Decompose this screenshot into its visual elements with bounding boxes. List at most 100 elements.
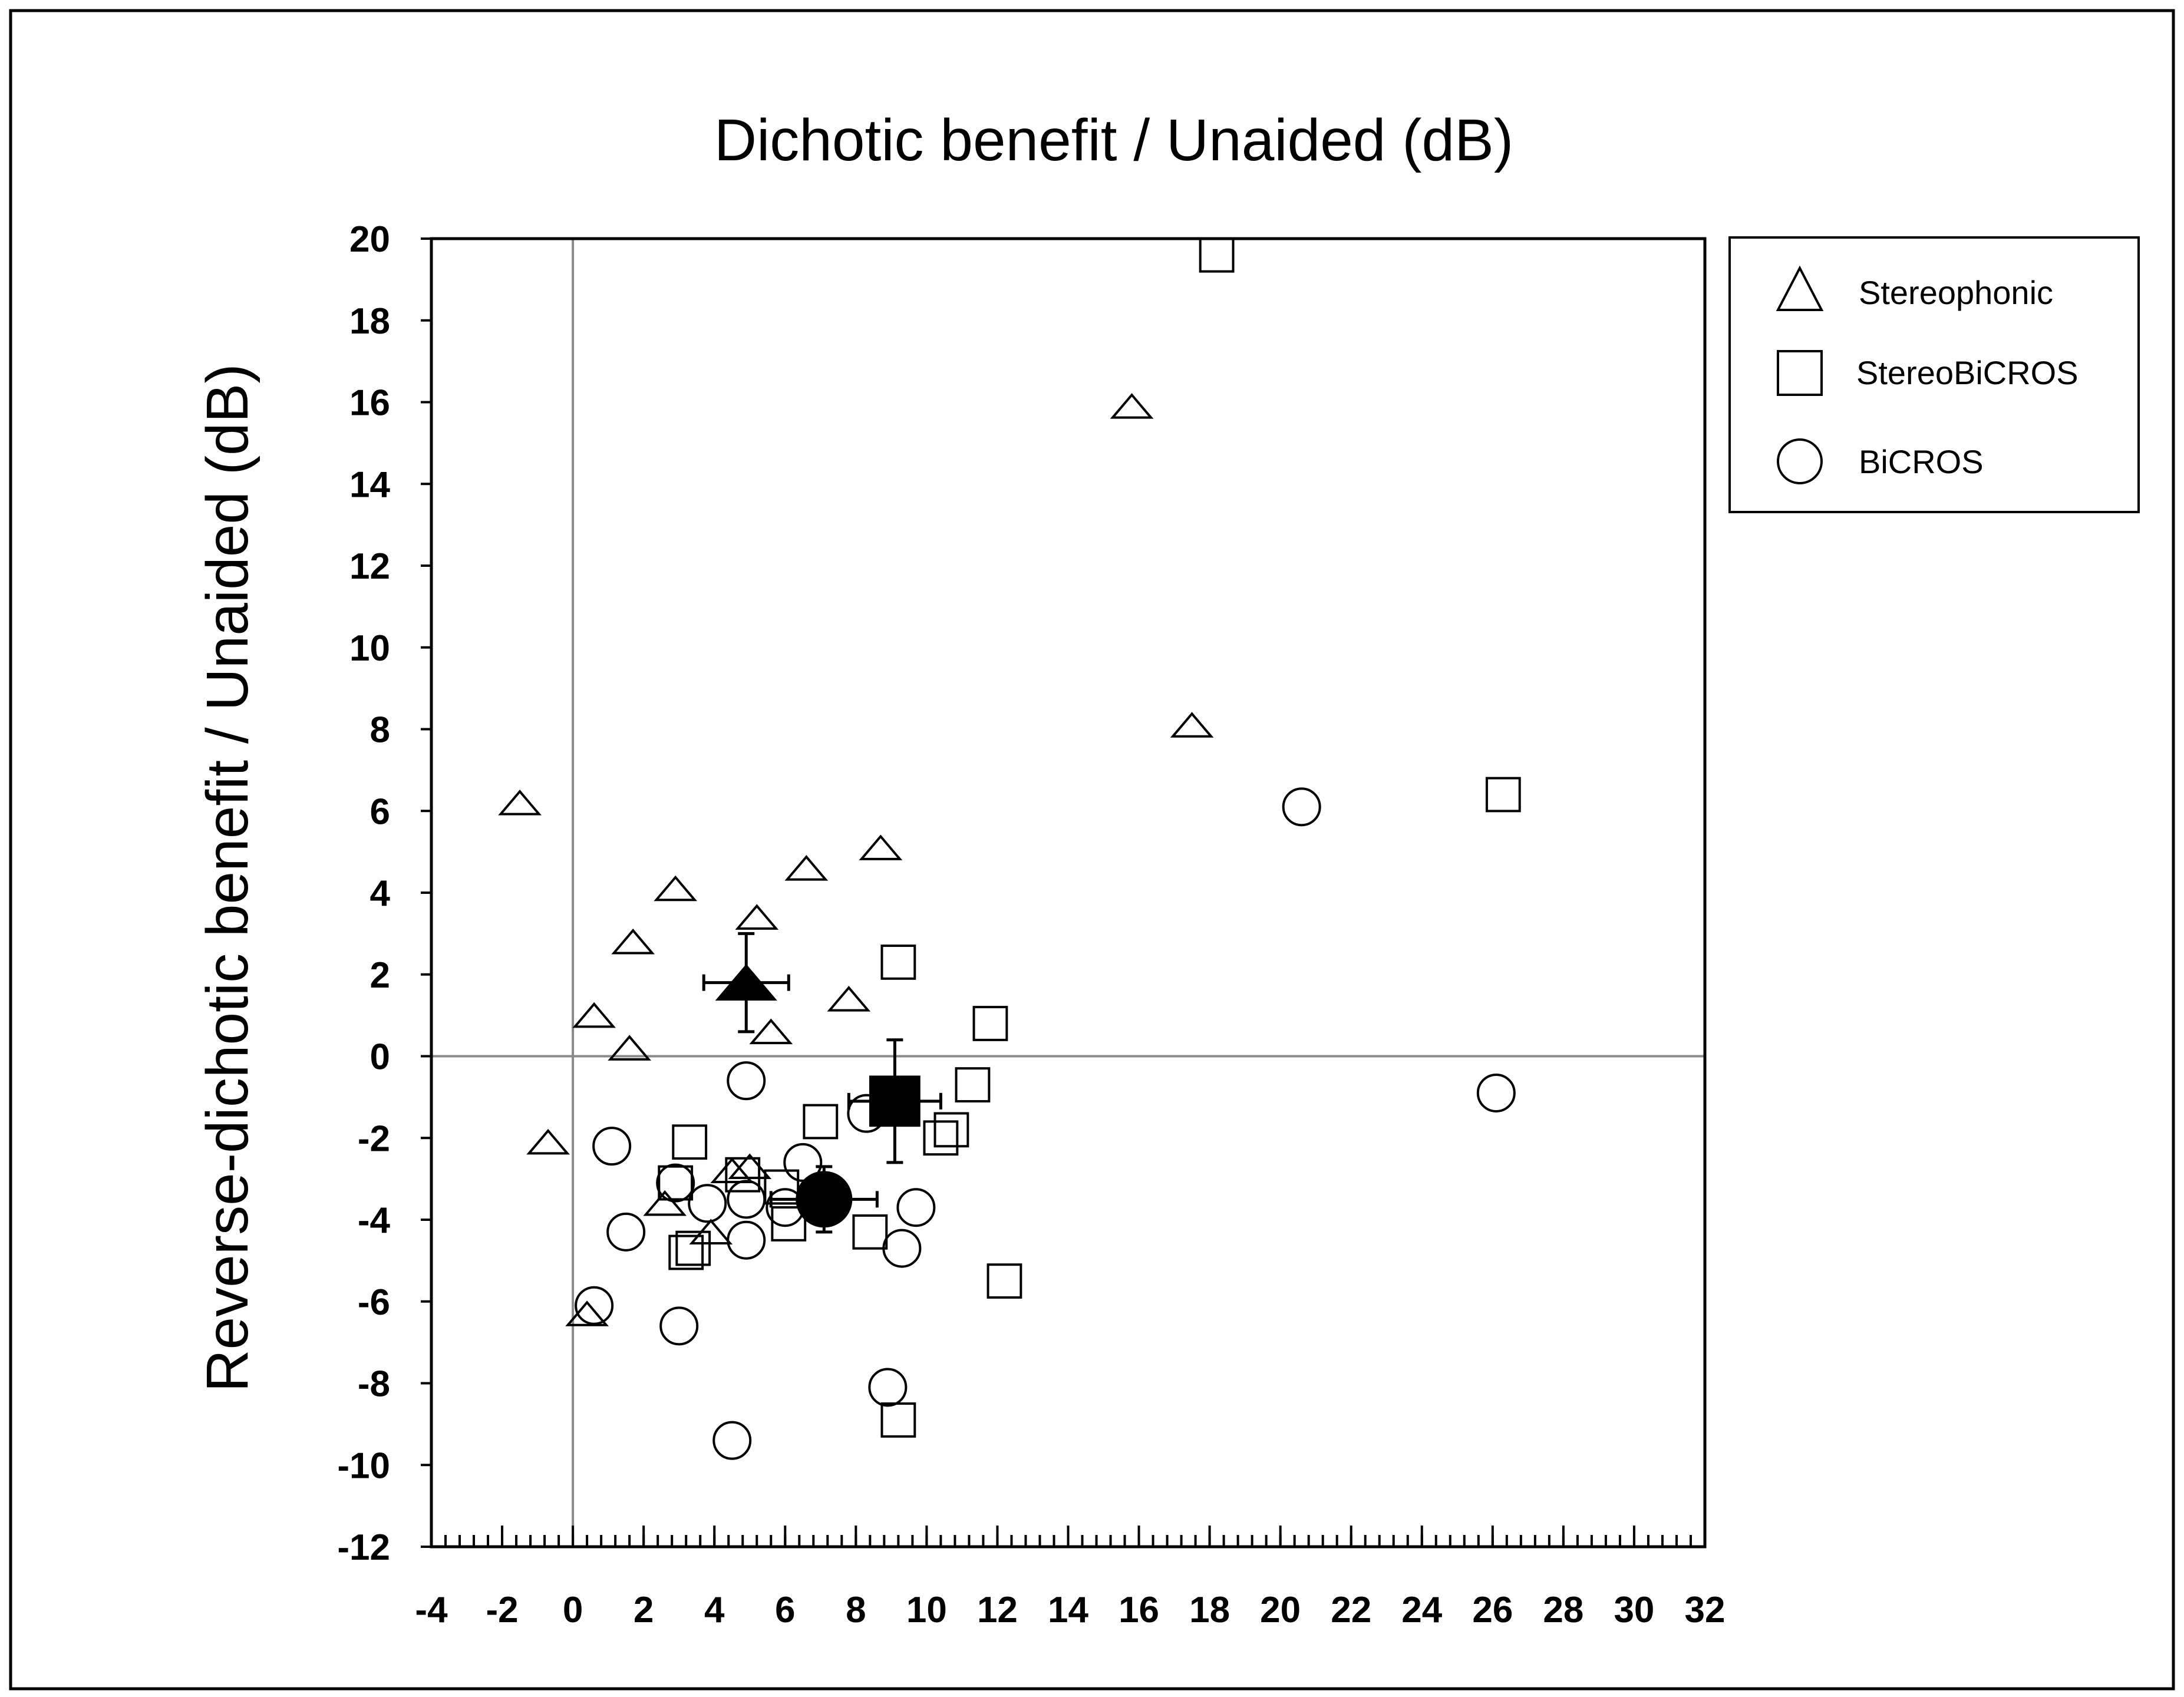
triangle-point-stereophonic bbox=[749, 1018, 793, 1045]
triangle-point-stereophonic bbox=[827, 986, 871, 1012]
square-point-stereobicros bbox=[675, 1230, 711, 1266]
square-point-stereobicros bbox=[880, 1402, 916, 1438]
square-point-stereobicros bbox=[672, 1124, 708, 1160]
chart-title: Dichotic benefit / Unaided (dB) bbox=[714, 107, 1513, 173]
y-tick-label: -4 bbox=[358, 1200, 391, 1241]
x-tick-label: 18 bbox=[1189, 1590, 1230, 1630]
x-tick-label: -4 bbox=[415, 1590, 448, 1630]
y-axis-ticks: -12 -10 -8 -6 -4 -2 0 2 4 6 8 10 12 14 16 18 20 bbox=[337, 219, 431, 1568]
square-point-stereobicros bbox=[933, 1112, 969, 1148]
circle-point-bicros bbox=[712, 1421, 752, 1460]
y-tick-label: 6 bbox=[370, 791, 390, 832]
legend-triangle-icon bbox=[1776, 265, 1824, 311]
x-tick-label: 6 bbox=[775, 1590, 795, 1630]
circle-point-bicros bbox=[688, 1184, 727, 1223]
triangle-point-stereophonic bbox=[611, 928, 655, 955]
legend: Stereophonic StereoBiCROS BiCROS bbox=[1728, 236, 2140, 513]
y-tick-label: 12 bbox=[349, 546, 390, 587]
circle-point-bicros bbox=[727, 1061, 766, 1101]
square-mean-marker bbox=[869, 1075, 921, 1127]
circle-point-bicros bbox=[656, 1163, 695, 1203]
x-tick-label: 28 bbox=[1543, 1590, 1583, 1630]
circle-point-bicros bbox=[882, 1229, 922, 1268]
circle-point-bicros bbox=[1282, 787, 1321, 827]
y-tick-label: 0 bbox=[370, 1037, 390, 1078]
legend-label-stereobicros: StereoBiCROS bbox=[1856, 354, 2079, 391]
y-tick-label: 16 bbox=[349, 383, 390, 424]
triangle-point-stereophonic bbox=[710, 1157, 754, 1183]
y-tick-label: 10 bbox=[349, 628, 390, 669]
y-tick-label: 14 bbox=[349, 464, 390, 505]
circle-point-bicros bbox=[727, 1180, 766, 1219]
triangle-point-stereophonic bbox=[572, 1002, 616, 1028]
x-tick-label: 22 bbox=[1331, 1590, 1371, 1630]
triangle-point-stereophonic bbox=[859, 834, 903, 860]
triangle-point-stereophonic bbox=[1110, 393, 1154, 419]
circle-point-bicros bbox=[727, 1220, 766, 1260]
x-tick-label: 30 bbox=[1614, 1590, 1654, 1630]
legend-circle-icon bbox=[1777, 438, 1823, 484]
y-tick-label: -2 bbox=[358, 1118, 390, 1159]
legend-box bbox=[1728, 236, 2140, 513]
circle-point-bicros bbox=[575, 1286, 614, 1325]
square-point-stereobicros bbox=[955, 1067, 991, 1102]
circle-point-bicros bbox=[1476, 1073, 1516, 1112]
x-tick-label: 14 bbox=[1048, 1590, 1088, 1630]
x-tick-label: 32 bbox=[1685, 1590, 1726, 1630]
legend-label-stereophonic: Stereophonic bbox=[1859, 274, 2053, 311]
y-axis-label: Reverse-dichotic benefit / Unaided (dB) bbox=[194, 364, 260, 1392]
x-tick-label: 26 bbox=[1472, 1590, 1513, 1630]
x-tick-label: 8 bbox=[846, 1590, 866, 1630]
x-axis-ticks: -4 -2 0 2 4 6 8 10 12 14 16 18 20 22 24 26 28 30 32 bbox=[415, 1526, 1725, 1630]
y-tick-label: -8 bbox=[358, 1364, 390, 1405]
square-point-stereobicros bbox=[764, 1169, 800, 1205]
y-tick-label: 18 bbox=[349, 301, 390, 342]
triangle-point-stereophonic bbox=[1170, 712, 1214, 738]
y-tick-label: 4 bbox=[370, 873, 391, 914]
square-point-stereobicros bbox=[923, 1120, 959, 1156]
y-tick-label: 2 bbox=[370, 955, 390, 996]
square-point-stereobicros bbox=[1485, 777, 1521, 813]
triangle-mean-marker bbox=[715, 964, 777, 1001]
plot-area-frame bbox=[430, 237, 1707, 1549]
square-point-stereobicros bbox=[803, 1104, 839, 1140]
square-point-stereobicros bbox=[658, 1165, 694, 1201]
triangle-point-stereophonic bbox=[735, 904, 779, 930]
x-minor-ticks bbox=[430, 1535, 1706, 1547]
x-tick-label: 24 bbox=[1401, 1590, 1442, 1630]
circle-point-bicros bbox=[606, 1212, 646, 1252]
triangle-point-stereophonic bbox=[608, 1035, 652, 1061]
y-tick-label: 8 bbox=[370, 710, 390, 751]
square-point-stereobicros bbox=[880, 945, 916, 980]
mean-markers bbox=[702, 932, 942, 1234]
x-tick-label: 20 bbox=[1260, 1590, 1301, 1630]
circle-point-bicros bbox=[896, 1188, 936, 1227]
square-point-stereobicros bbox=[987, 1263, 1022, 1299]
circle-point-bicros bbox=[659, 1306, 699, 1346]
triangle-point-stereophonic bbox=[643, 1190, 687, 1216]
legend-label-bicros: BiCROS bbox=[1859, 443, 1984, 480]
triangle-point-stereophonic bbox=[526, 1128, 570, 1155]
y-tick-label: -10 bbox=[337, 1445, 390, 1486]
reference-lines bbox=[431, 239, 1705, 1547]
circle-point-bicros bbox=[592, 1127, 632, 1166]
square-point-stereobicros bbox=[972, 1006, 1008, 1041]
x-tick-label: -2 bbox=[486, 1590, 518, 1630]
x-tick-label: 16 bbox=[1119, 1590, 1159, 1630]
data-points bbox=[498, 237, 1521, 1460]
square-point-stereobicros bbox=[668, 1234, 704, 1270]
x-tick-label: 12 bbox=[977, 1590, 1018, 1630]
x-tick-label: 4 bbox=[704, 1590, 725, 1630]
circle-point-bicros bbox=[868, 1368, 908, 1407]
circle-mean-marker bbox=[796, 1171, 853, 1228]
square-point-stereobicros bbox=[852, 1214, 888, 1250]
y-tick-label: -12 bbox=[337, 1527, 390, 1568]
x-tick-label: 10 bbox=[906, 1590, 947, 1630]
square-point-stereobicros bbox=[771, 1206, 807, 1242]
triangle-point-stereophonic bbox=[784, 855, 829, 881]
x-tick-label: 0 bbox=[563, 1590, 583, 1630]
y-tick-label: -6 bbox=[358, 1282, 390, 1323]
x-tick-label: 2 bbox=[634, 1590, 654, 1630]
y-tick-label: 20 bbox=[349, 219, 390, 260]
